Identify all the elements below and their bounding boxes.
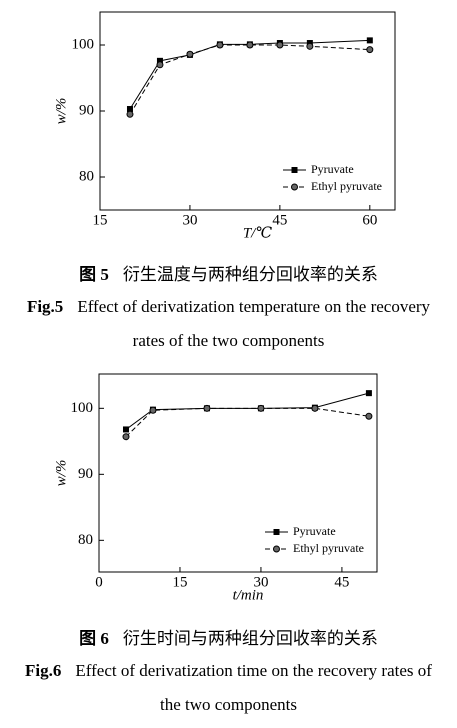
caption-zh-text: 衍生温度与两种组分回收率的关系 (122, 265, 378, 284)
series-line (125, 407, 369, 438)
x-tick-label: 45 (272, 212, 287, 228)
plot-frame (98, 373, 378, 573)
legend-label: Pyruvate (293, 524, 336, 538)
marker (126, 106, 133, 113)
x-tick-label: 0 (95, 574, 103, 590)
series-line (129, 39, 370, 110)
x-tick-label: 15 (172, 574, 187, 590)
caption-en-text: Effect of derivatization temperature on … (77, 297, 431, 350)
caption-en: Fig.6 Effect of derivatization time on th… (20, 654, 437, 722)
x-axis-label: T/℃ (243, 225, 273, 241)
marker (126, 110, 134, 118)
legend-marker (273, 529, 280, 535)
caption-zh: 图 5 衍生温度与两种组分回收率的关系 (20, 260, 437, 285)
marker (156, 61, 164, 69)
figure-label-en: Fig.5 (26, 297, 64, 316)
marker (156, 57, 163, 64)
marker (311, 404, 319, 412)
marker (365, 390, 372, 397)
x-tick-label: 15 (93, 212, 108, 228)
marker (276, 41, 284, 49)
y-tick-label: 80 (78, 532, 93, 548)
marker (366, 46, 374, 54)
caption-en-text: Effect of derivatization time on the rec… (75, 661, 432, 714)
y-tick-label: 90 (78, 466, 93, 482)
legend-label: Pyruvate (311, 162, 354, 176)
figure-label-en: Fig.6 (25, 661, 62, 680)
x-tick-label: 30 (253, 574, 268, 590)
marker (366, 37, 373, 44)
caption-en: Fig.5 Effect of derivatization temperatur… (20, 290, 437, 358)
caption-zh: 图 6 衍生时间与两种组分回收率的关系 (20, 624, 437, 649)
series-line (129, 44, 370, 115)
marker (186, 50, 194, 58)
y-tick-label: 100 (72, 36, 95, 52)
marker (257, 404, 265, 412)
x-axis-label: t/min (233, 587, 264, 603)
series-line (125, 392, 370, 430)
marker (122, 433, 130, 441)
caption-zh-text: 衍生时间与两种组分回收率的关系 (122, 629, 378, 648)
legend-label: Ethyl pyruvate (311, 179, 382, 193)
y-axis-label: w/% (53, 98, 69, 125)
marker (216, 41, 224, 49)
x-tick-label: 30 (182, 212, 197, 228)
marker (365, 412, 373, 420)
legend-marker (273, 545, 280, 553)
x-tick-label: 60 (362, 212, 377, 228)
marker (203, 404, 211, 412)
legend-marker (291, 167, 298, 173)
marker (246, 41, 254, 49)
legend-marker (291, 183, 298, 191)
legend-label: Ethyl pyruvate (293, 541, 364, 555)
y-tick-label: 100 (71, 400, 94, 416)
marker (306, 42, 314, 50)
figure-label-zh: 图 6 (79, 629, 109, 648)
marker (122, 426, 129, 433)
y-tick-label: 80 (79, 168, 94, 184)
figure-label-zh: 图 5 (79, 265, 109, 284)
y-tick-label: 90 (79, 102, 94, 118)
x-tick-label: 45 (334, 574, 349, 590)
marker (149, 406, 157, 414)
y-axis-label: w/% (53, 460, 69, 487)
